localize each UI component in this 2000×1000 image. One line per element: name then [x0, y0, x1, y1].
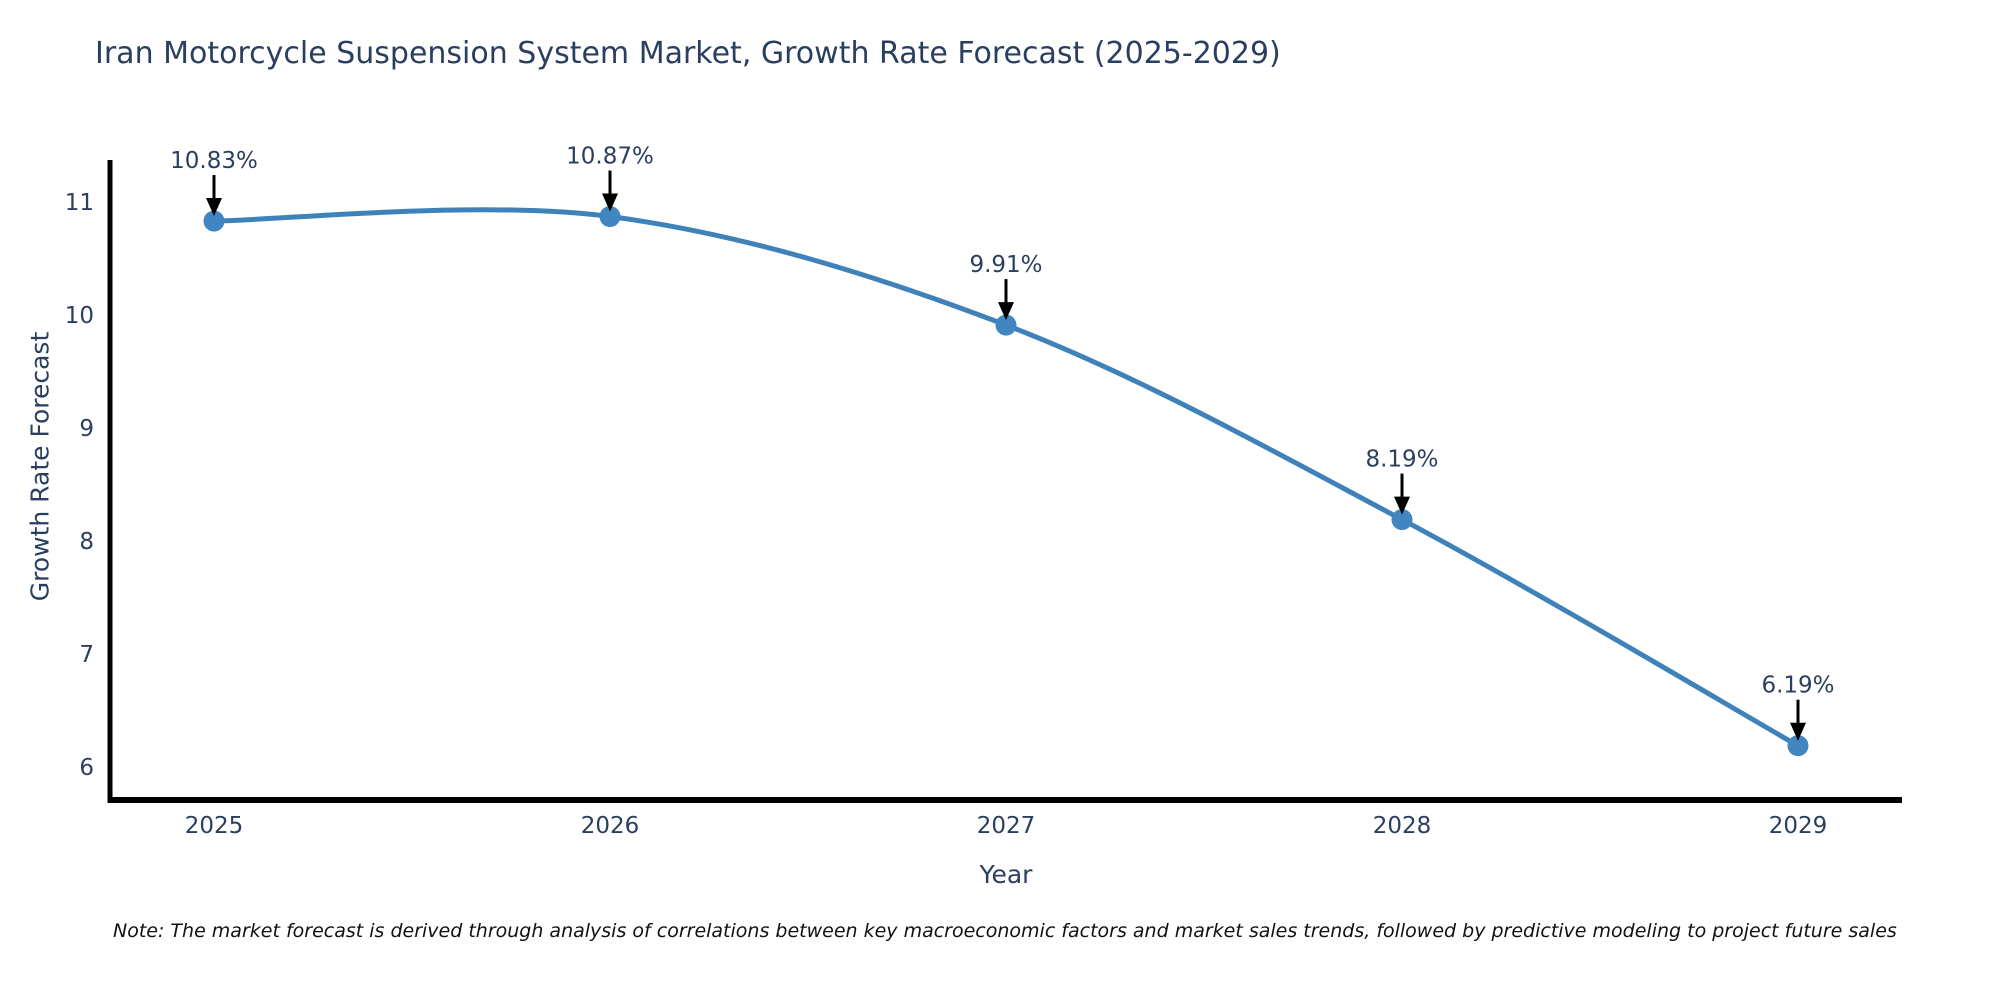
annotation-arrowhead	[206, 198, 222, 217]
annotation-arrowhead	[998, 302, 1014, 321]
data-point	[599, 206, 621, 228]
data-point	[203, 210, 225, 232]
data-point	[1391, 509, 1413, 531]
data-point-label: 8.19%	[1365, 447, 1438, 473]
data-point-label: 10.83%	[170, 148, 258, 174]
x-tick-label: 2026	[581, 813, 640, 839]
x-tick-label: 2027	[977, 813, 1036, 839]
y-axis-title: Growth Rate Forecast	[25, 331, 55, 602]
data-point	[1787, 735, 1809, 757]
x-tick-label: 2028	[1373, 813, 1432, 839]
y-tick-label: 9	[79, 416, 94, 442]
annotation-arrowhead	[1790, 722, 1806, 741]
y-tick-label: 7	[79, 642, 94, 668]
data-point-label: 10.87%	[566, 144, 654, 170]
x-tick-label: 2025	[185, 813, 244, 839]
y-tick-label: 11	[65, 190, 94, 216]
y-tick-label: 6	[79, 755, 94, 781]
annotation-arrowhead	[1394, 496, 1410, 515]
annotation-arrowhead	[602, 193, 618, 212]
x-tick-label: 2029	[1769, 813, 1828, 839]
y-tick-label: 10	[65, 303, 94, 329]
data-point-label: 6.19%	[1761, 673, 1834, 699]
chart-title: Iran Motorcycle Suspension System Market…	[95, 36, 1281, 71]
data-point	[995, 314, 1017, 336]
footnote-text: Note: The market forecast is derived thr…	[113, 920, 1897, 942]
y-tick-label: 8	[79, 529, 94, 555]
x-axis-title: Year	[979, 860, 1033, 889]
data-point-label: 9.91%	[969, 252, 1042, 278]
